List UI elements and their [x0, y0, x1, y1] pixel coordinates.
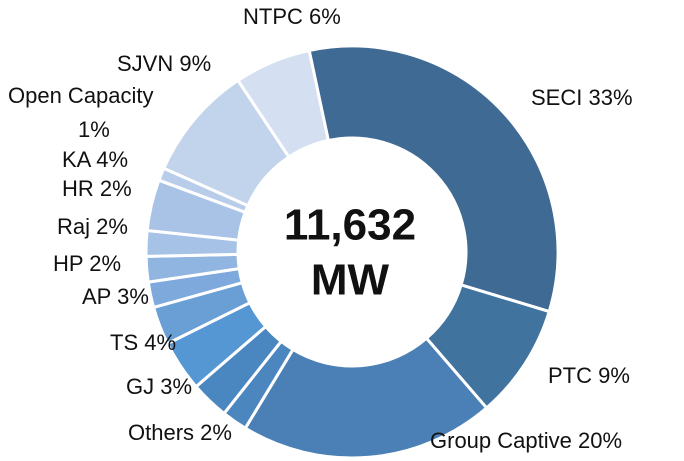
slice-value-label: 1%	[78, 117, 110, 142]
slice-label: Raj 2%	[57, 214, 128, 239]
slice-label: SJVN 9%	[117, 51, 211, 76]
slice-name: HR	[62, 176, 94, 201]
center-value: 11,632	[284, 201, 416, 250]
slice-name: PTC	[548, 363, 592, 388]
slice-name: Others	[128, 420, 194, 445]
slice-value-label: 3%	[160, 374, 192, 399]
slice-name: TS	[110, 330, 138, 355]
slice-name: SECI	[531, 85, 582, 110]
slice-name: KA	[62, 147, 92, 172]
slice-label: AP 3%	[82, 284, 149, 309]
slice-label: TS 4%	[110, 330, 176, 355]
slice-label: Group Captive 20%	[430, 428, 622, 453]
slice-name: Raj	[57, 214, 90, 239]
slice-value-label: 33%	[588, 85, 632, 110]
slice-label: GJ 3%	[126, 374, 192, 399]
donut-slice	[235, 48, 331, 160]
slice-name: Group Captive	[430, 428, 572, 453]
slice-value-label: 2%	[100, 176, 132, 201]
donut-slice	[243, 336, 489, 460]
slice-value-label: 2%	[200, 420, 232, 445]
center-unit: MW	[311, 256, 390, 305]
slice-value-label: 20%	[578, 428, 622, 453]
slice-value-label: 3%	[117, 284, 149, 309]
donut-slice	[307, 44, 560, 314]
slice-label: SECI 33%	[531, 85, 633, 110]
slice-label: KA 4%	[62, 147, 128, 172]
slice-name: SJVN	[117, 51, 173, 76]
slice-value-label: 4%	[96, 147, 128, 172]
slice-value-label: 2%	[96, 214, 128, 239]
slice-label: HP 2%	[53, 251, 121, 276]
slice-label: Open Capacity	[8, 83, 154, 108]
slice-name: HP	[53, 251, 83, 276]
slice-name: NTPC	[243, 4, 303, 29]
slice-label: NTPC 6%	[243, 4, 341, 29]
slice-label: Others 2%	[128, 420, 232, 445]
slice-value-label: 4%	[144, 330, 176, 355]
slice-label: PTC 9%	[548, 363, 630, 388]
slice-value-label: 2%	[89, 251, 121, 276]
slice-name: GJ	[126, 374, 154, 399]
slice-label: HR 2%	[62, 176, 132, 201]
slice-name: AP	[82, 284, 111, 309]
slice-value-label: 6%	[309, 4, 341, 29]
slice-value-label: 9%	[179, 51, 211, 76]
slice-value-label: 9%	[598, 363, 630, 388]
